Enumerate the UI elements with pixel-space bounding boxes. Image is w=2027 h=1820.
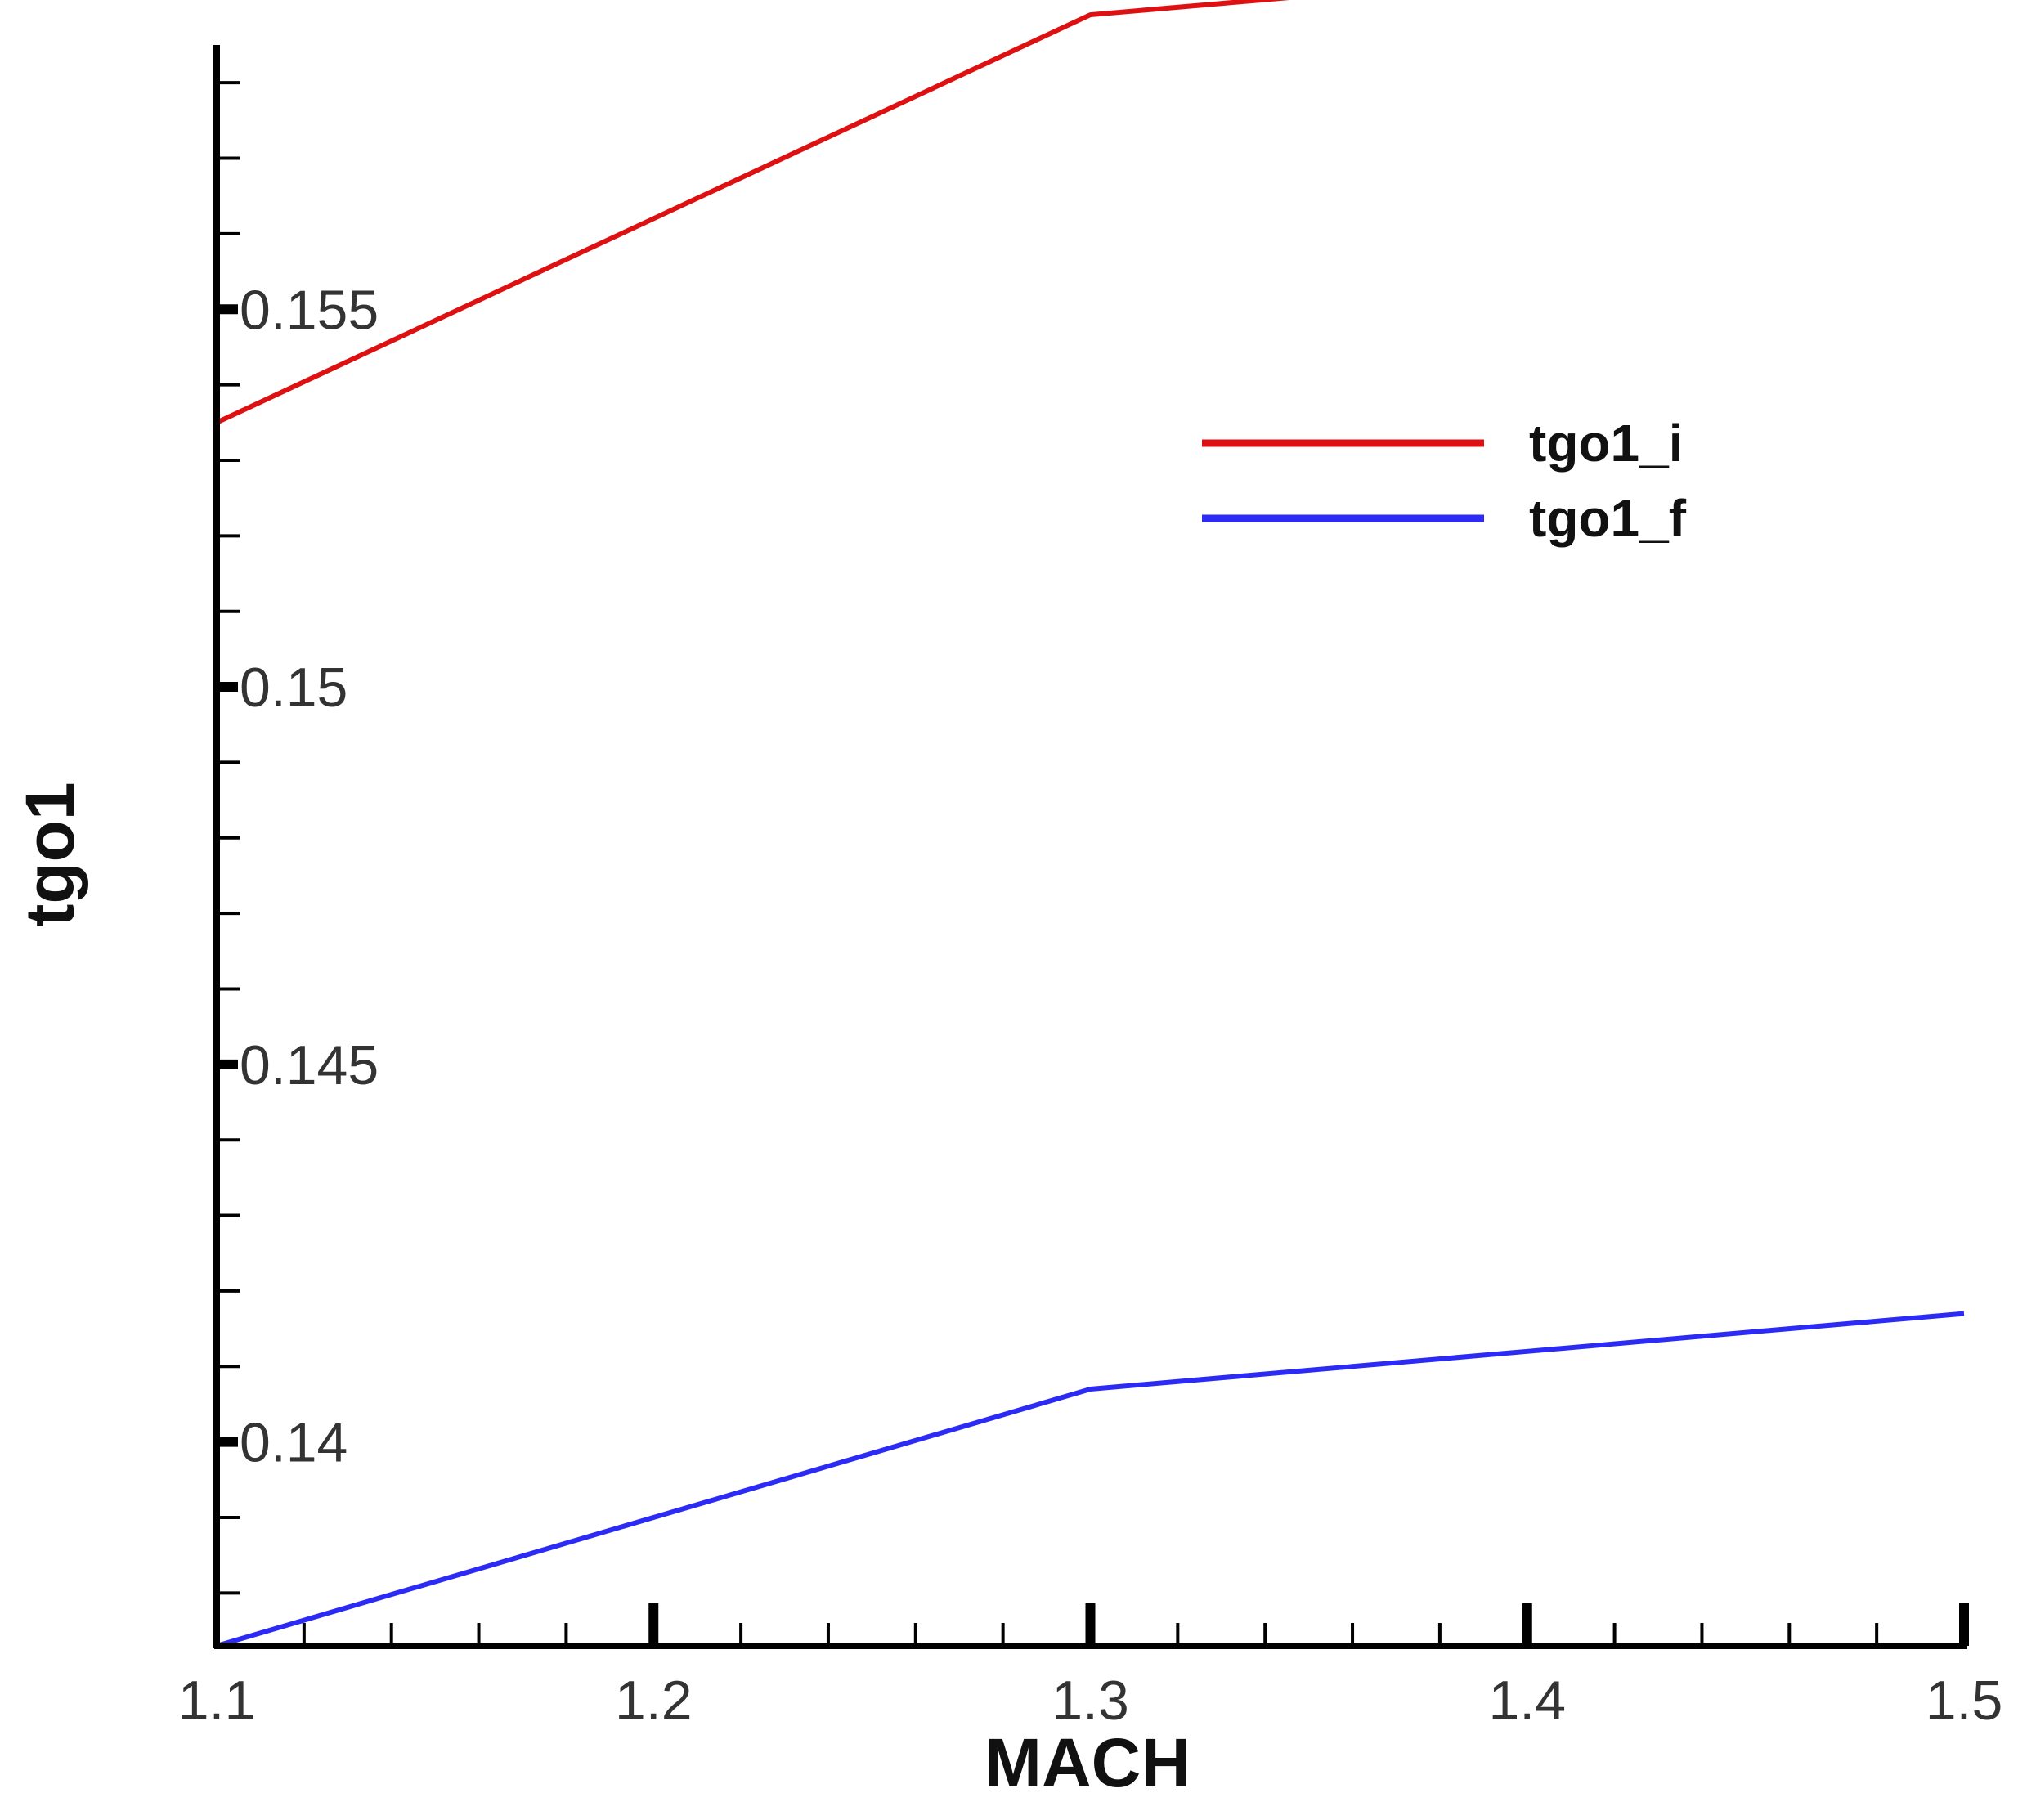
x-tick-label: 1.4 bbox=[1488, 1670, 1566, 1732]
x-tick-label: 1.2 bbox=[615, 1670, 693, 1732]
y-tick-label: 0.145 bbox=[240, 1034, 379, 1096]
legend-label-tgo1_f: tgo1_f bbox=[1529, 489, 1687, 548]
tick-labels: 1.1 1.2 1.3 1.4 1.5 0.14 0.145 0.15 0.155 bbox=[178, 279, 2003, 1732]
legend: tgo1_i tgo1_f bbox=[1202, 414, 1687, 548]
y-tick-label: 0.155 bbox=[240, 279, 379, 341]
legend-label-tgo1_i: tgo1_i bbox=[1529, 414, 1683, 473]
x-tick-label: 1.5 bbox=[1926, 1670, 2003, 1732]
y-tick-label: 0.15 bbox=[240, 657, 348, 719]
axes bbox=[213, 45, 1967, 1649]
series-line-tgo1_f bbox=[216, 1311, 1965, 1648]
x-tick-label: 1.1 bbox=[178, 1670, 256, 1732]
series-line-tgo1_i bbox=[215, 0, 1290, 425]
y-axis-title: tgo1 bbox=[11, 782, 88, 926]
plot-area bbox=[215, 0, 1965, 1648]
ticks bbox=[217, 81, 1969, 1646]
x-tick-label: 1.3 bbox=[1052, 1670, 1129, 1732]
y-tick-label: 0.14 bbox=[240, 1412, 348, 1474]
x-axis-title: MACH bbox=[984, 1724, 1191, 1801]
